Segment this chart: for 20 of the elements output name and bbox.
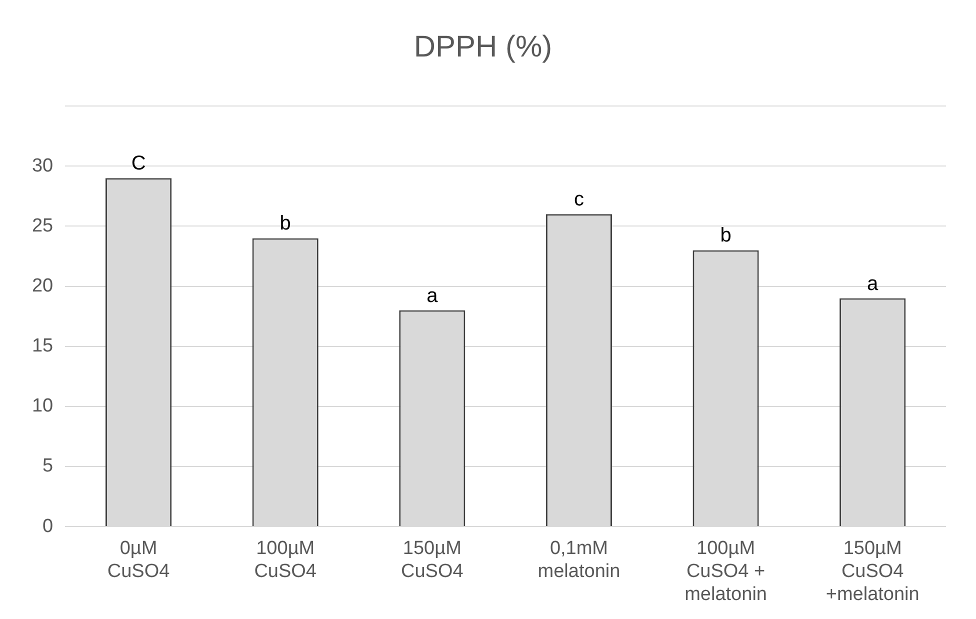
- annotation: b: [280, 212, 291, 235]
- x-tick-label: 0,1mM melatonin: [538, 538, 620, 582]
- x-tick-label: 100µM CuSO4: [254, 538, 317, 582]
- chart-title: DPPH (%): [414, 30, 552, 64]
- annotation: c: [574, 188, 584, 211]
- y-tick-label: 10: [32, 396, 54, 417]
- annotation: C: [131, 152, 146, 175]
- y-tick-label: 15: [32, 336, 54, 357]
- y-tick-label: 5: [42, 456, 54, 477]
- y-tick-label: 0: [42, 516, 54, 537]
- y-tick-label: 20: [32, 275, 54, 296]
- annotation: b: [720, 224, 732, 247]
- annotation: a: [426, 284, 439, 307]
- x-tick-label: 100µM CuSO4 + melatonin: [684, 538, 767, 605]
- x-tick-label: 150µM CuSO4: [401, 538, 464, 582]
- x-tick-label: 0µM CuSO4: [107, 538, 170, 582]
- y-tick-label: 30: [32, 155, 54, 176]
- annotation: a: [867, 272, 880, 295]
- x-tick-label: 150µM CuSO4 +melatonin: [826, 538, 920, 605]
- y-tick-label: 25: [32, 215, 54, 236]
